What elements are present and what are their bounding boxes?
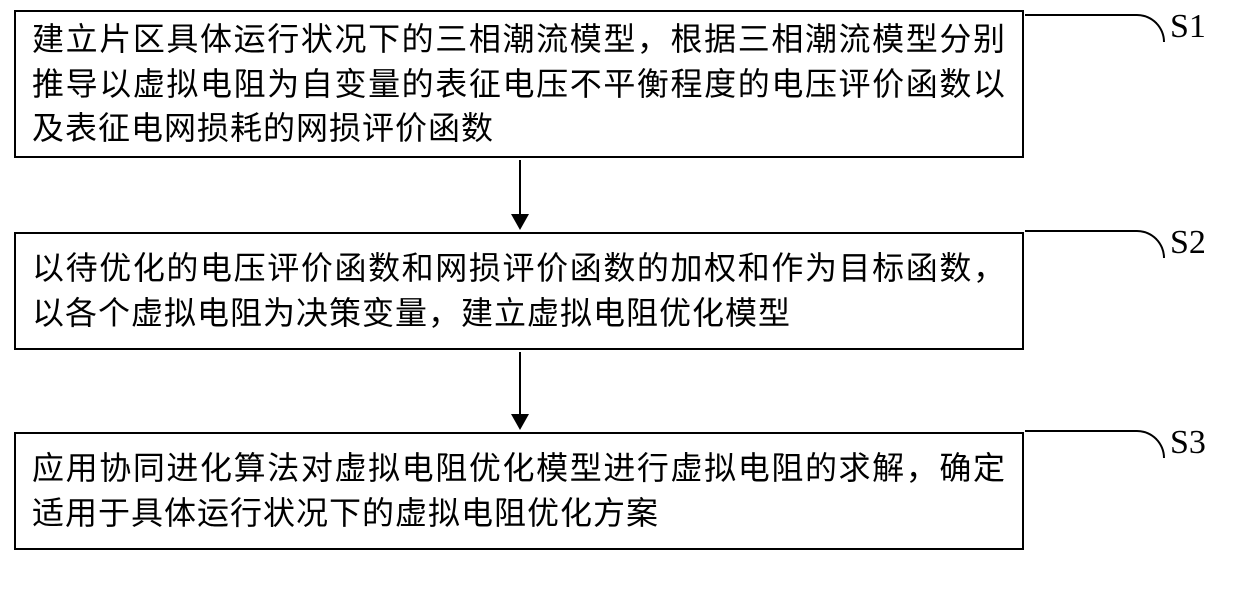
- step-label-s1: S1: [1170, 8, 1206, 46]
- step-text-s3: 应用协同进化算法对虚拟电阻优化模型进行虚拟电阻的求解，确定适用于具体运行状况下的…: [32, 446, 1006, 536]
- arrow-head-1: [511, 214, 529, 230]
- step-text-s2: 以待优化的电压评价函数和网损评价函数的加权和作为目标函数，以各个虚拟电阻为决策变…: [32, 246, 1006, 336]
- step-label-s2: S2: [1170, 224, 1206, 262]
- connector-s2: [1025, 230, 1165, 258]
- step-box-s2: 以待优化的电压评价函数和网损评价函数的加权和作为目标函数，以各个虚拟电阻为决策变…: [14, 232, 1024, 350]
- arrow-line-2: [519, 352, 521, 414]
- connector-s3: [1025, 430, 1165, 458]
- step-text-s1: 建立片区具体运行状况下的三相潮流模型，根据三相潮流模型分别推导以虚拟电阻为自变量…: [32, 17, 1006, 151]
- step-box-s1: 建立片区具体运行状况下的三相潮流模型，根据三相潮流模型分别推导以虚拟电阻为自变量…: [14, 10, 1024, 158]
- step-label-s3: S3: [1170, 424, 1206, 462]
- arrow-head-2: [511, 414, 529, 430]
- connector-s1: [1025, 14, 1165, 42]
- flowchart-canvas: 建立片区具体运行状况下的三相潮流模型，根据三相潮流模型分别推导以虚拟电阻为自变量…: [0, 0, 1239, 597]
- step-box-s3: 应用协同进化算法对虚拟电阻优化模型进行虚拟电阻的求解，确定适用于具体运行状况下的…: [14, 432, 1024, 550]
- arrow-line-1: [519, 160, 521, 214]
